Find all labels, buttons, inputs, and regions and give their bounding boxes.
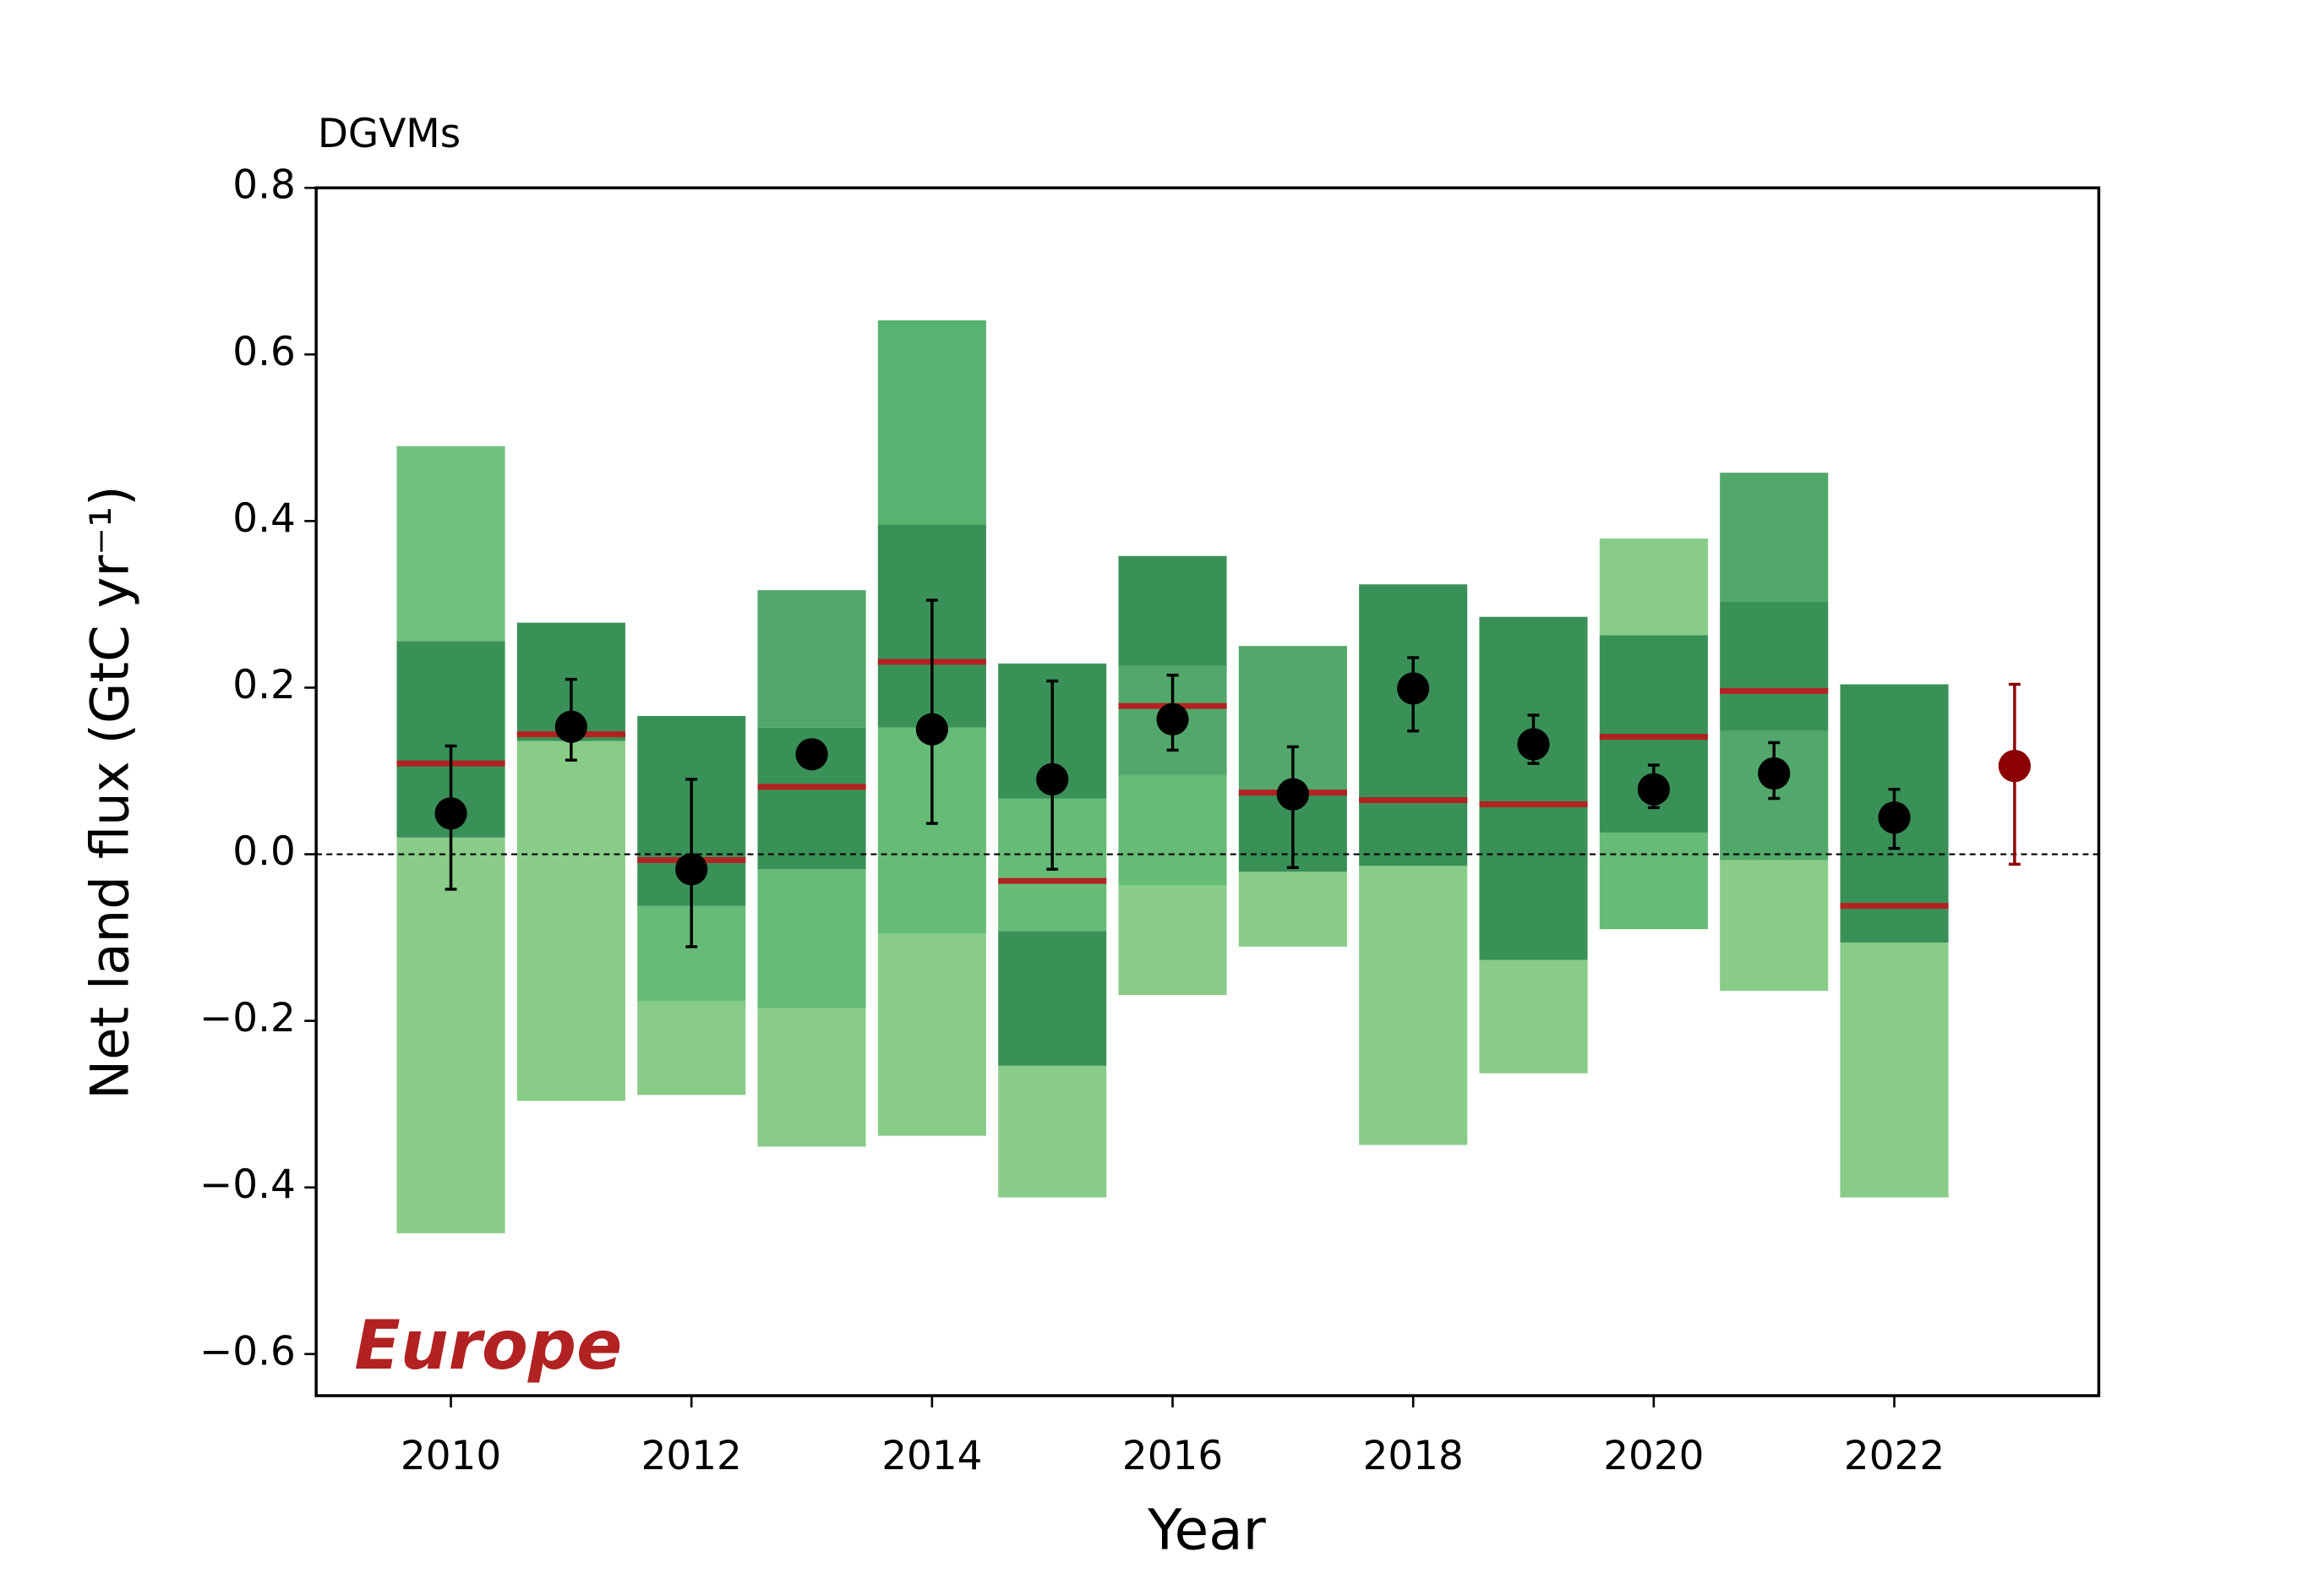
range-box [1720, 860, 1829, 992]
chart-title: DGVMs [318, 111, 461, 157]
range-box [877, 933, 986, 1136]
y-tick-label: 0.0 [232, 828, 296, 875]
range-box [516, 741, 625, 1101]
x-axis-label: Year [1147, 1497, 1267, 1562]
range-box [1118, 555, 1227, 666]
range-box [1118, 884, 1227, 996]
y-axis-label: Net land flux (GtC yr⁻¹) [79, 485, 141, 1099]
range-box [1720, 473, 1829, 602]
mean-point [1878, 801, 1911, 834]
x-tick-label: 2016 [1122, 1433, 1223, 1479]
mean-point [1276, 778, 1309, 811]
range-box [1479, 616, 1588, 960]
range-box [1359, 866, 1468, 1145]
x-tick-label: 2022 [1844, 1433, 1945, 1479]
annotation: Europe [354, 1306, 622, 1385]
mean-point [795, 738, 828, 771]
range-box [1479, 959, 1588, 1074]
mean-point [1397, 672, 1430, 705]
plot-frame [314, 186, 2101, 1397]
range-box [757, 869, 866, 1008]
extra-point [1998, 749, 2031, 783]
y-tick-label: 0.2 [232, 662, 296, 708]
range-box [998, 931, 1107, 1066]
range-box [1720, 601, 1829, 731]
range-box [757, 590, 866, 728]
range-box [637, 1000, 746, 1096]
mean-point [1517, 728, 1550, 761]
mean-point [434, 797, 467, 830]
mean-point [675, 853, 708, 886]
x-tick-label: 2012 [641, 1433, 742, 1479]
range-box [757, 1008, 866, 1147]
y-tick-label: 0.8 [232, 162, 296, 209]
mean-point [1637, 773, 1670, 806]
range-box [1118, 774, 1227, 885]
x-tick-label: 2020 [1603, 1433, 1704, 1479]
range-box [396, 837, 505, 1233]
range-box [1840, 942, 1949, 1198]
range-box [877, 320, 986, 525]
x-tick-label: 2014 [881, 1433, 982, 1479]
mean-point [1156, 702, 1189, 735]
range-box [396, 445, 505, 642]
range-box [1599, 832, 1708, 930]
range-box [998, 1065, 1107, 1198]
x-tick-label: 2018 [1363, 1433, 1464, 1479]
y-tick-label: 0.6 [232, 329, 296, 375]
mean-point [1036, 762, 1069, 795]
range-box [1599, 538, 1708, 636]
mean-point [915, 713, 948, 746]
mean-point [1758, 757, 1791, 790]
y-tick-label: −0.2 [199, 995, 296, 1041]
range-box [1238, 872, 1347, 947]
mean-point [554, 710, 587, 743]
y-tick-label: 0.4 [232, 495, 296, 542]
x-tick-label: 2010 [401, 1433, 501, 1479]
y-tick-label: −0.6 [199, 1328, 296, 1375]
y-tick-label: −0.4 [199, 1161, 296, 1208]
